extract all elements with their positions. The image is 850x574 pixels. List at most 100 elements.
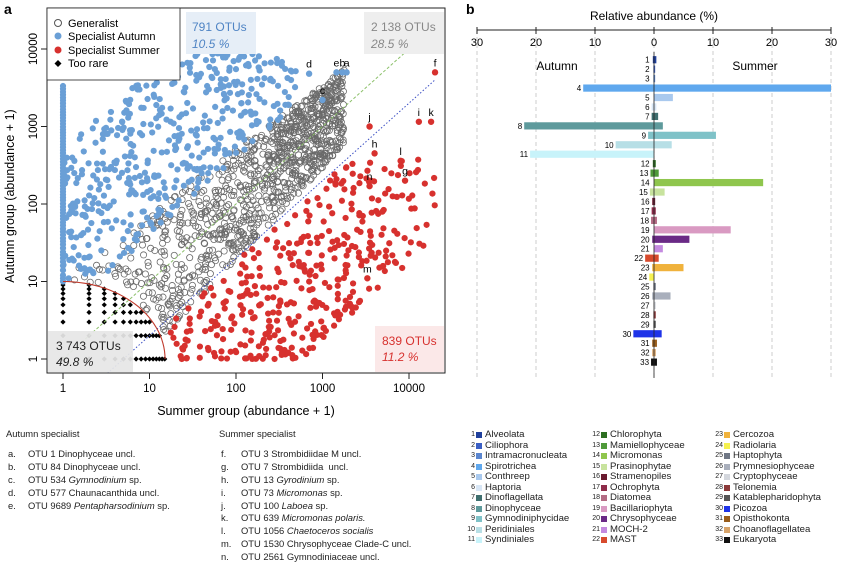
bar-tick-label: 20: [766, 37, 778, 49]
summer-point: [313, 234, 321, 241]
generalist-point: [304, 129, 312, 137]
autumn-point: [226, 89, 234, 96]
summer-point: [385, 186, 392, 193]
summer-point: [273, 317, 281, 324]
taxa-label: Intramacronucleata: [485, 450, 568, 461]
bar-summer-29: [654, 320, 656, 328]
taxa-color-swatch: [601, 537, 607, 544]
specialist-list-item: i. OTU 73 Micromonas sp.: [219, 487, 459, 500]
bar-tick-label: 10: [707, 37, 719, 49]
point-label-k: k: [428, 107, 434, 119]
list-item-text-part: OTU 100: [241, 499, 282, 511]
point-label-f: f: [434, 57, 437, 69]
summer-point: [219, 325, 226, 333]
generalist-point: [190, 272, 198, 280]
taxa-number: 32: [715, 525, 723, 533]
summer-point: [238, 280, 245, 287]
autumn-point: [94, 166, 102, 174]
generalist-point: [158, 248, 166, 256]
autumn-point: [108, 225, 115, 232]
legend-marker-autumn: [54, 32, 62, 40]
bar-autumn-7: [651, 112, 654, 121]
generalist-point: [156, 258, 164, 266]
generalist-point: [240, 163, 248, 171]
taxa-legend-item: 21 MOCH-2: [587, 524, 685, 536]
legend-marker-rare: [54, 60, 62, 67]
generalist-point: [329, 74, 337, 82]
generalist-point: [246, 224, 254, 232]
summer-point: [256, 264, 263, 272]
autumn-point: [204, 177, 211, 184]
autumn-point: [107, 116, 114, 123]
autumn-point: [98, 247, 105, 254]
summer-point: [320, 333, 327, 341]
taxa-label: Eukaryota: [733, 534, 777, 545]
autumn-point: [86, 253, 93, 260]
taxa-label: Telonemia: [733, 481, 777, 493]
taxa-number: 31: [715, 515, 723, 522]
generalist-point: [255, 218, 263, 226]
autumn-point: [144, 188, 151, 195]
generalist-point: [242, 242, 250, 250]
generalist-point: [234, 240, 242, 248]
generalist-point: [195, 198, 203, 206]
autumn-point: [287, 67, 294, 74]
autumn-point: [132, 163, 140, 171]
generalist-point: [223, 203, 231, 211]
generalist-point: [173, 304, 181, 312]
labeled-point-b: [339, 69, 346, 76]
summer-point: [202, 328, 209, 335]
autumn-point: [156, 95, 163, 103]
generalist-point: [333, 129, 341, 137]
autumn-point: [256, 67, 263, 74]
summer-point: [389, 193, 396, 200]
bar-summer-19: [654, 226, 731, 234]
generalist-point: [243, 154, 251, 162]
list-item-key: m.: [221, 538, 232, 550]
taxa-legend-column: 1 Alveolata 2 Ciliophora 3 Intramacronucleata…: [462, 429, 569, 546]
bar-category-label: 15: [639, 188, 648, 197]
autumn-point: [226, 64, 233, 71]
summer-point: [266, 317, 273, 324]
summer-point: [346, 293, 354, 301]
summer-point: [280, 245, 287, 252]
bar-autumn-32: [652, 349, 654, 357]
autumn-point: [211, 145, 218, 153]
rare-point: [133, 333, 139, 339]
labeled-point-f: [431, 69, 439, 76]
summer-point: [196, 313, 203, 320]
summer-point: [406, 170, 413, 177]
summer-point: [367, 252, 374, 259]
generalist-point: [298, 179, 306, 187]
summer-point: [325, 227, 333, 235]
generalist-point: [287, 120, 295, 128]
generalist-point: [204, 231, 212, 239]
list-item-key: j.: [221, 499, 226, 511]
generalist-point: [332, 86, 340, 94]
labeled-point-j: [366, 123, 373, 130]
summer-point: [237, 302, 244, 309]
autumn-point: [245, 91, 252, 99]
generalist-point: [247, 170, 255, 178]
autumn-point: [171, 142, 179, 149]
autumn-point: [126, 152, 134, 159]
generalist-point: [273, 172, 281, 180]
bar-category-label: 23: [641, 264, 650, 273]
autumn-point: [181, 89, 188, 96]
autumn-point: [267, 59, 274, 66]
autumn-point: [245, 99, 252, 106]
rare-point: [60, 319, 66, 325]
list-item-key: n.: [221, 551, 229, 563]
generalist-point: [243, 186, 251, 194]
bar-summer-32: [654, 349, 656, 357]
summer-point: [295, 313, 302, 320]
summer-point: [359, 218, 366, 225]
summer-point: [293, 277, 300, 284]
generalist-point: [282, 199, 290, 207]
summer-point: [303, 207, 310, 215]
generalist-point: [188, 281, 196, 289]
generalist-point: [197, 201, 205, 209]
autumn-point: [101, 166, 109, 173]
generalist-point: [310, 162, 318, 170]
generalist-point: [230, 226, 238, 234]
